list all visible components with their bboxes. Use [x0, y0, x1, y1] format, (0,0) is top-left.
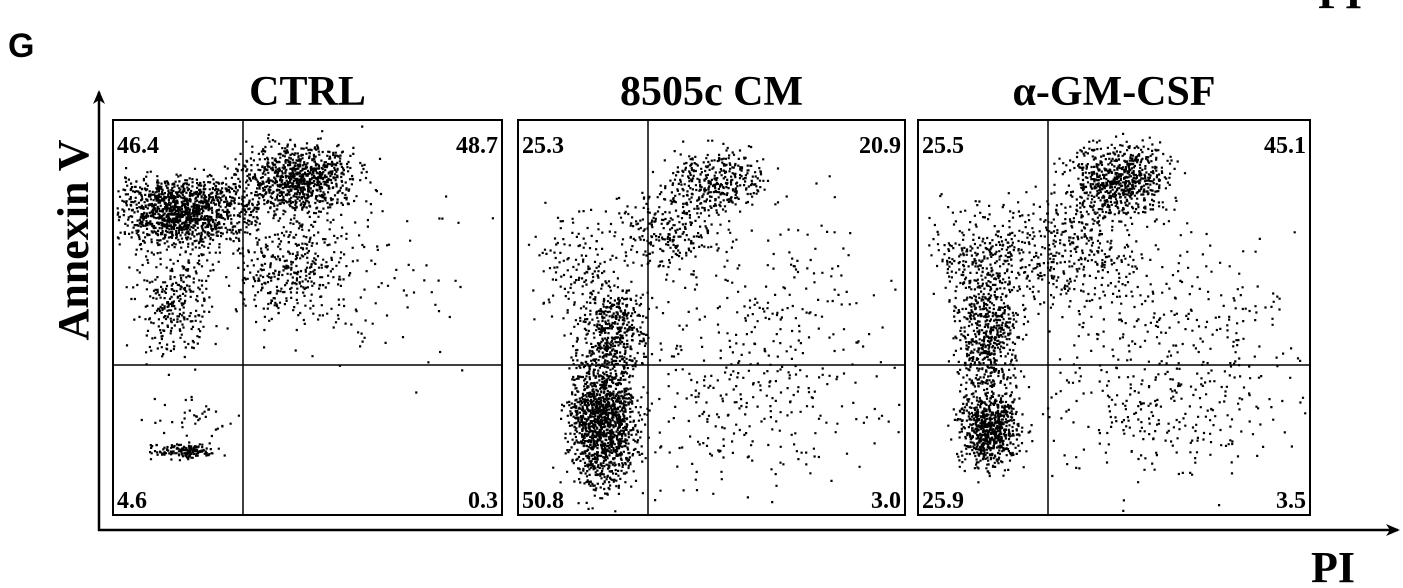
y-axis-label: Annexin V [49, 139, 98, 340]
dot-cloud [116, 125, 494, 462]
corner-label: PI [1318, 0, 1362, 18]
quadrant-percent: 3.5 [1276, 488, 1306, 514]
panel-box [917, 119, 1311, 516]
quadrant-percent: 25.3 [522, 133, 564, 159]
scatter-panel: CTRL 46.4 48.7 4.6 0.3 [112, 69, 503, 516]
dot-cloud [928, 132, 1307, 513]
panel-box [112, 119, 503, 516]
panel-title: CTRL [249, 69, 366, 115]
quadrant-percent: 46.4 [117, 133, 159, 159]
panel-title: 8505c CM [620, 69, 803, 115]
panel-title: α-GM-CSF [1012, 69, 1215, 115]
dot-cloud [527, 139, 901, 513]
quadrant-percent: 25.9 [922, 488, 964, 514]
quadrant-percent: 3.0 [871, 488, 901, 514]
x-axis-label: PI [1311, 543, 1355, 588]
panel-box [517, 119, 906, 516]
scatter-panel: 8505c CM 25.3 20.9 50.8 3.0 [517, 69, 906, 516]
quadrant-percent: 0.3 [468, 488, 498, 514]
quadrant-percent: 50.8 [522, 488, 564, 514]
quadrant-percent: 25.5 [922, 133, 964, 159]
panel-label: G [8, 27, 34, 65]
quadrant-percent: 20.9 [859, 133, 901, 159]
quadrant-percent: 48.7 [456, 133, 498, 159]
quadrant-percent: 45.1 [1264, 133, 1306, 159]
quadrant-percent: 4.6 [117, 488, 147, 514]
scatter-panel: α-GM-CSF 25.5 45.1 25.9 3.5 [917, 69, 1311, 516]
